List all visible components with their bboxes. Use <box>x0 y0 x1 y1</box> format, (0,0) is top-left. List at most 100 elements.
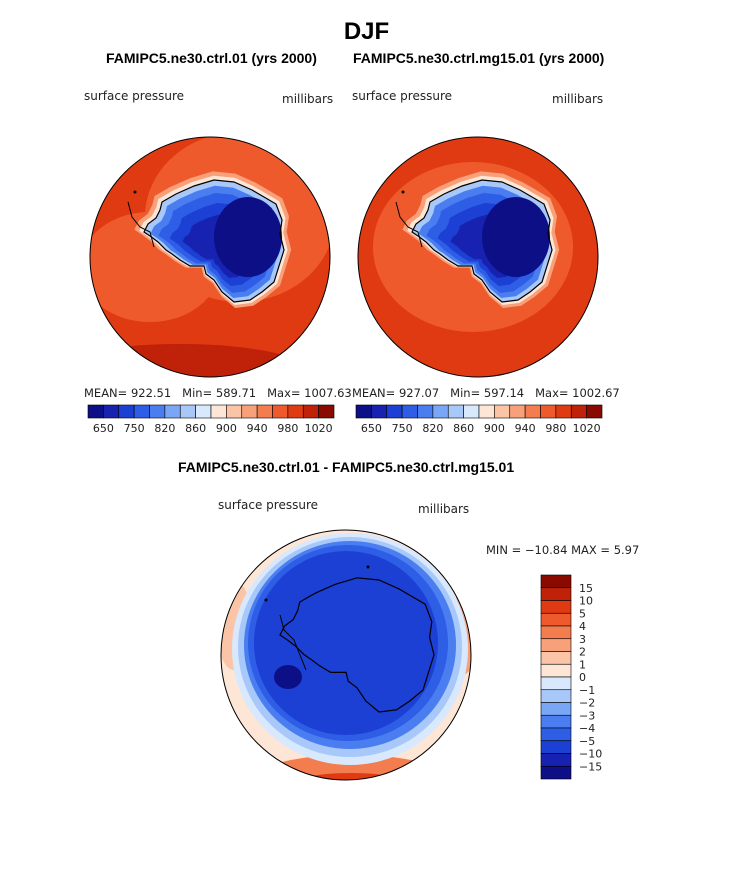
colorbar-tick-label: 820 <box>154 422 175 435</box>
colorbar-swatch <box>540 753 572 767</box>
panel1-map <box>89 136 331 378</box>
colorbar-swatch <box>256 404 273 419</box>
colorbar-swatch <box>226 404 243 419</box>
figure-title: DJF <box>343 18 390 45</box>
island-marker <box>358 197 362 201</box>
panel2-mean-label: MEAN= <box>352 386 396 400</box>
panel3-variable-label: surface pressure <box>218 498 318 512</box>
colorbar-swatch <box>118 404 135 419</box>
colorbar-swatch <box>540 714 572 729</box>
colorbar-tick-label: 940 <box>515 422 536 435</box>
colorbar-tick-label: 1 <box>579 658 586 671</box>
colorbar-tick-label: −4 <box>579 722 595 735</box>
colorbar-tick-label: 860 <box>453 422 474 435</box>
map-clip-group <box>90 137 330 377</box>
colorbar-swatch <box>179 404 196 419</box>
colorbar-swatch <box>417 404 434 419</box>
colorbar-swatch <box>287 404 304 419</box>
colorbar-swatch <box>210 404 227 419</box>
colorbar-swatch <box>540 404 557 419</box>
colorbar-tick-label: 650 <box>93 422 114 435</box>
colorbar-tick-label: 1020 <box>573 422 601 435</box>
colorbar-tick-label: 1020 <box>305 422 333 435</box>
colorbar-swatch <box>540 702 572 716</box>
panel2-min-value: 597.14 <box>483 386 525 400</box>
colorbar-tick-label: 5 <box>579 607 586 620</box>
panel3-units-label: millibars <box>418 502 470 516</box>
colorbar-swatch <box>494 404 511 419</box>
panel1-min-value: 589.71 <box>215 386 257 400</box>
colorbar-swatch <box>478 404 495 419</box>
panel3-title: FAMIPC5.ne30.ctrl.01 - FAMIPC5.ne30.ctrl… <box>178 459 515 475</box>
colorbar-swatch <box>509 404 526 419</box>
colorbar-swatch <box>447 404 464 419</box>
colorbar-swatch <box>87 404 104 419</box>
colorbar-tick-label: 10 <box>579 595 593 608</box>
panel1-mean-label: MEAN= <box>84 386 128 400</box>
panel2-mean-value: 927.07 <box>398 386 440 400</box>
colorbar-swatch <box>302 404 319 419</box>
panel2-max-value: 1002.67 <box>572 386 620 400</box>
colorbar-swatch <box>540 740 572 754</box>
colorbar-tick-label: 2 <box>579 646 586 659</box>
panel3-minmax: MIN = −10.84 MAX = 5.97 <box>486 543 640 557</box>
antarctica-coastline <box>143 179 285 303</box>
island-marker <box>90 197 94 201</box>
panel2-variable-label: surface pressure <box>352 89 452 103</box>
panel1-mean-value: 922.51 <box>130 386 172 400</box>
colorbar-tick-label: −1 <box>579 684 595 697</box>
antarctica-coastline <box>411 179 553 303</box>
colorbar-tick-label: 900 <box>216 422 237 435</box>
colorbar-tick-label: 860 <box>185 422 206 435</box>
low-pressure-band <box>90 344 310 377</box>
panel1-units-label: millibars <box>282 92 334 106</box>
diff-negative-core <box>254 551 438 735</box>
panel1-max-value: 1007.63 <box>304 386 352 400</box>
island-marker <box>401 190 405 194</box>
colorbar-swatch <box>540 625 572 640</box>
colorbar-swatch <box>540 612 572 627</box>
map-outline <box>89 136 331 378</box>
panel2-title: FAMIPC5.ne30.ctrl.mg15.01 (yrs 2000) <box>353 50 605 66</box>
colorbar-tick-label: 900 <box>484 422 505 435</box>
map-outline <box>357 136 599 378</box>
colorbar-swatch <box>555 404 572 419</box>
colorbar-swatch <box>540 587 572 601</box>
colorbar-tick-label: 980 <box>277 422 298 435</box>
peninsula-coastline <box>279 614 307 671</box>
island-marker <box>133 190 137 194</box>
peninsula-coastline <box>127 201 155 248</box>
panel2-max-label: Max= <box>535 386 569 400</box>
colorbar-tick-label: 940 <box>247 422 268 435</box>
diff-clip-group <box>221 530 471 780</box>
colorbar-swatch <box>540 727 572 742</box>
colorbar-swatch <box>195 404 212 419</box>
colorbar-tick-label: 4 <box>579 620 586 633</box>
panel1-title: FAMIPC5.ne30.ctrl.01 (yrs 2000) <box>106 50 317 66</box>
colorbar-swatch <box>570 404 587 419</box>
antarctica-coastline <box>279 577 435 713</box>
colorbar-swatch <box>103 404 120 419</box>
panel1-min-label: Min= <box>182 386 213 400</box>
colorbar-tick-label: 820 <box>422 422 443 435</box>
colorbar-swatch <box>355 404 372 419</box>
plateau-core <box>482 197 550 277</box>
colorbar-tick-label: −5 <box>579 735 595 748</box>
colorbar-swatch <box>540 651 572 665</box>
diff-negative-core <box>274 665 302 689</box>
colorbar-swatch <box>149 404 166 419</box>
map-clip-group <box>358 137 598 377</box>
colorbar-tick-label: −10 <box>579 748 602 761</box>
plateau-core <box>214 197 282 277</box>
colorbar-swatch <box>401 404 418 419</box>
panel2-stats: MEAN= 927.07 Min= 597.14 Max= 1002.67 <box>352 386 620 400</box>
panel2-map <box>357 136 599 378</box>
panel1-variable-label: surface pressure <box>84 89 184 103</box>
peninsula-coastline <box>395 201 423 248</box>
colorbar-swatch <box>318 404 335 419</box>
colorbar-swatch <box>540 638 572 652</box>
colorbar-swatch <box>386 404 403 419</box>
colorbar-tick-label: −15 <box>579 760 602 773</box>
